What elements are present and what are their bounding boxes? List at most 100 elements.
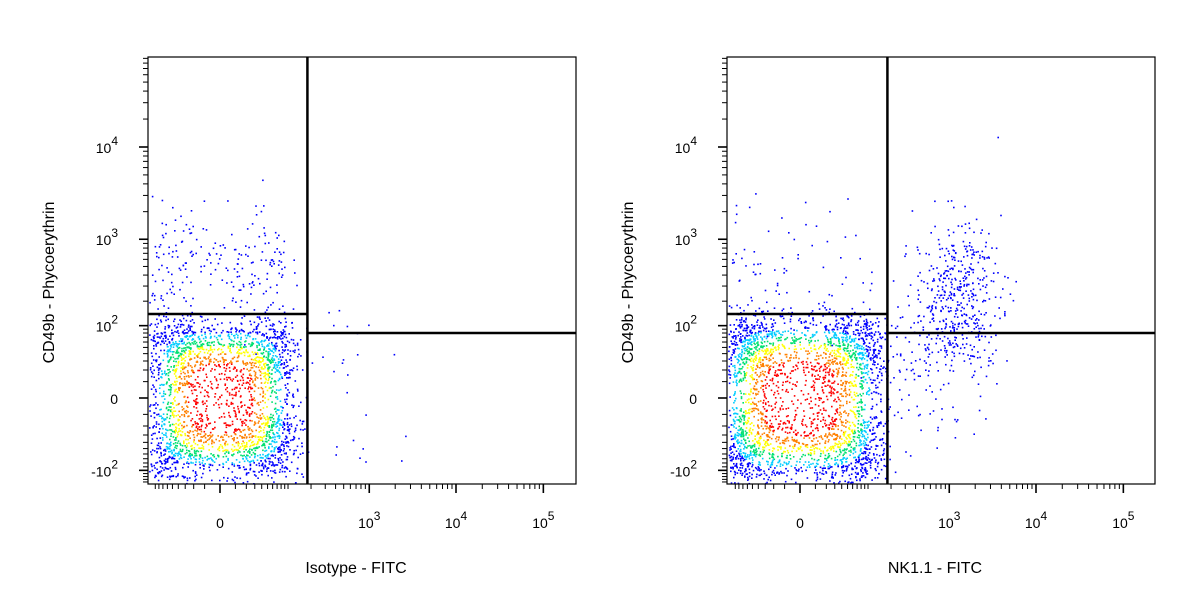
event-dot — [273, 447, 276, 449]
event-dot — [732, 337, 734, 339]
event-dot — [244, 419, 246, 421]
event-dot — [260, 427, 262, 429]
event-dot — [186, 477, 189, 480]
event-dot — [172, 443, 175, 445]
event-dot — [281, 443, 283, 445]
event-dot — [764, 415, 767, 418]
event-dot — [181, 323, 183, 326]
event-dot — [846, 393, 848, 396]
event-dot — [738, 381, 740, 383]
event-dot — [269, 395, 272, 397]
event-dot — [239, 344, 241, 346]
event-dot — [261, 357, 263, 359]
event-dot — [735, 457, 737, 459]
event-dot — [183, 477, 185, 479]
event-dot — [809, 466, 811, 468]
event-dot — [842, 331, 844, 333]
event-dot — [180, 434, 182, 437]
event-dot — [842, 360, 845, 362]
event-dot — [215, 438, 217, 441]
event-dot — [868, 452, 871, 454]
event-dot — [175, 368, 178, 370]
event-dot — [865, 372, 868, 374]
event-dot — [240, 336, 242, 339]
event-dot — [800, 466, 802, 469]
event-dot — [283, 452, 286, 455]
event-dot — [189, 352, 192, 354]
event-dot — [292, 308, 295, 310]
event-dot — [248, 452, 251, 454]
event-dot — [744, 372, 746, 375]
event-dot — [188, 462, 190, 465]
event-dot — [840, 317, 842, 320]
event-dot — [750, 332, 753, 334]
event-dot — [191, 311, 193, 314]
event-dot — [268, 387, 271, 390]
event-dot — [173, 369, 175, 372]
event-dot — [733, 394, 735, 396]
event-dot — [186, 380, 188, 383]
event-dot — [192, 369, 194, 372]
event-dot — [772, 348, 774, 351]
event-dot — [231, 397, 234, 400]
event-dot — [765, 356, 767, 359]
event-dot — [237, 336, 239, 339]
event-dot — [215, 331, 218, 334]
event-dot — [831, 386, 833, 389]
event-dot — [257, 401, 259, 404]
event-dot — [795, 433, 798, 435]
event-dot — [301, 423, 304, 425]
event-dot — [203, 351, 206, 354]
event-dot — [238, 410, 240, 412]
event-dot — [883, 432, 885, 435]
event-dot — [872, 357, 874, 360]
event-dot — [792, 366, 795, 368]
event-dot — [260, 470, 263, 472]
event-dot — [173, 448, 175, 451]
event-dot — [165, 467, 167, 470]
event-dot — [210, 330, 212, 333]
event-dot — [204, 433, 207, 435]
event-dot — [251, 430, 254, 433]
event-dot — [154, 280, 157, 283]
event-dot — [858, 338, 860, 341]
event-dot — [868, 458, 871, 460]
event-dot — [828, 331, 830, 333]
event-dot — [824, 422, 826, 425]
event-dot — [751, 422, 753, 424]
event-dot — [271, 373, 273, 375]
event-dot — [271, 357, 274, 359]
event-dot — [279, 388, 282, 391]
event-dot — [161, 199, 164, 202]
event-dot — [844, 374, 846, 376]
event-dot — [185, 375, 188, 378]
event-dot — [817, 440, 819, 442]
event-dot — [778, 425, 781, 428]
event-dot — [781, 384, 784, 386]
quadrant-gate[interactable] — [148, 57, 576, 484]
event-dot — [164, 331, 167, 334]
event-dot — [865, 320, 868, 322]
event-dot — [863, 408, 866, 411]
event-dot — [815, 370, 817, 372]
event-dot — [176, 445, 178, 447]
event-dot — [802, 366, 805, 369]
event-dot — [834, 413, 836, 415]
event-dot — [828, 391, 831, 394]
event-dot — [214, 421, 216, 423]
event-dot — [876, 341, 879, 343]
event-dot — [259, 364, 261, 366]
event-dot — [765, 410, 768, 412]
event-dot — [230, 360, 232, 362]
event-dot — [237, 451, 239, 454]
event-dot — [261, 368, 263, 370]
event-dot — [834, 457, 837, 459]
event-dot — [232, 450, 234, 452]
event-dot — [245, 337, 248, 339]
event-dot — [861, 384, 864, 387]
event-dot — [875, 459, 877, 461]
event-dot — [278, 337, 281, 339]
event-dot — [206, 414, 208, 417]
event-dot — [861, 424, 863, 427]
event-dot — [296, 342, 299, 345]
